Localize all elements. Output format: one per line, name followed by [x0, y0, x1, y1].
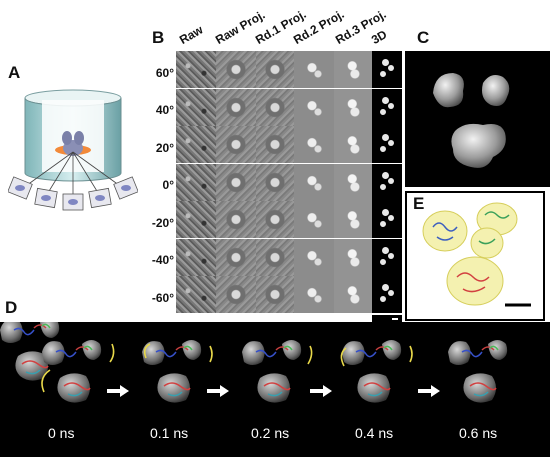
reconstruction-3d [372, 201, 402, 238]
raw-projection [216, 51, 256, 88]
round1-projection [256, 163, 294, 201]
reconstruction-3d [372, 88, 402, 126]
scale-bar-box [372, 315, 402, 323]
angle-label: 0° [162, 178, 174, 192]
round3-projection [334, 163, 372, 201]
time-label: 0.2 ns [251, 425, 290, 441]
density-blob [380, 183, 386, 190]
panel-c-label: C [417, 28, 430, 47]
raw-projection [216, 276, 256, 313]
density-map-render [433, 73, 510, 168]
atomic-model-fit [422, 202, 531, 307]
round2-projection [294, 238, 334, 276]
arrow-right-icon [107, 385, 129, 397]
density-blob [380, 258, 386, 265]
raw-image [176, 126, 216, 163]
panel-a-label: A [8, 63, 21, 82]
round1-projection [256, 88, 294, 126]
density-blob [382, 209, 389, 216]
raw-image [176, 238, 216, 276]
round3-projection [334, 201, 372, 238]
tomography-schematic [8, 89, 138, 211]
md-snapshots [0, 318, 508, 404]
angle-label: -40° [151, 253, 174, 267]
arrow-right-icon [418, 385, 440, 397]
time-label: 0.6 ns [459, 425, 498, 441]
round3-projection [334, 276, 372, 313]
density-blob [388, 215, 394, 221]
round1-projection [256, 238, 294, 276]
angle-label: 60° [155, 66, 174, 80]
density-blob [388, 102, 394, 109]
panel-c-3d-map [405, 51, 550, 187]
density-blob [388, 65, 394, 71]
panel-d-md-simulation [0, 318, 550, 457]
round3-projection [334, 88, 372, 126]
angle-label: -20° [151, 216, 174, 230]
time-label: 0 ns [48, 425, 75, 441]
raw-projection [216, 88, 256, 126]
round3-projection [334, 51, 372, 88]
reconstruction-3d [372, 276, 402, 313]
column-header-raw: Raw [177, 22, 206, 47]
raw-projection [216, 126, 256, 163]
density-blob [382, 59, 389, 66]
density-blob [382, 96, 389, 104]
round2-projection [294, 51, 334, 88]
angle-label: -60° [151, 291, 174, 305]
density-blob [388, 140, 394, 146]
arrow-right-icon [207, 385, 229, 397]
raw-image [176, 276, 216, 313]
round1-projection [256, 201, 294, 238]
round1-projection [256, 51, 294, 88]
reconstruction-3d [372, 163, 402, 201]
density-blob [388, 177, 394, 184]
round2-projection [294, 276, 334, 313]
column-header-3d: 3D [369, 27, 390, 47]
round2-projection [294, 126, 334, 163]
density-blob [380, 221, 386, 227]
angle-label: 40° [155, 103, 174, 117]
panel-d-label: D [5, 298, 18, 317]
density-blob [380, 108, 386, 115]
raw-projection [216, 163, 256, 201]
panel-b-label: B [152, 28, 165, 47]
raw-image [176, 51, 216, 88]
raw-image [176, 163, 216, 201]
round1-projection [256, 126, 294, 163]
angle-label: 20° [155, 141, 174, 155]
raw-projection [216, 238, 256, 276]
density-blob [388, 252, 394, 259]
density-blob [382, 284, 389, 291]
round3-projection [334, 126, 372, 163]
round1-projection [256, 276, 294, 313]
raw-image [176, 88, 216, 126]
round2-projection [294, 163, 334, 201]
density-blob [382, 134, 389, 141]
density-blob [380, 296, 386, 302]
md-snapshot [0, 318, 60, 381]
round3-projection [334, 238, 372, 276]
raw-image [176, 201, 216, 238]
round2-projection [294, 88, 334, 126]
density-blob [382, 246, 389, 254]
scale-bar [392, 318, 398, 320]
panel-e-label: E [413, 194, 425, 213]
density-blob [380, 71, 386, 77]
density-blob [388, 290, 394, 296]
reconstruction-3d [372, 51, 402, 88]
reconstruction-3d [372, 126, 402, 163]
density-blob [380, 146, 386, 152]
arrow-right-icon [310, 385, 332, 397]
raw-projection [216, 201, 256, 238]
reconstruction-3d [372, 238, 402, 276]
panel-e-fitted-model: E [405, 191, 545, 321]
time-label: 0.1 ns [150, 425, 189, 441]
time-label: 0.4 ns [355, 425, 394, 441]
density-blob [382, 171, 389, 179]
round2-projection [294, 201, 334, 238]
